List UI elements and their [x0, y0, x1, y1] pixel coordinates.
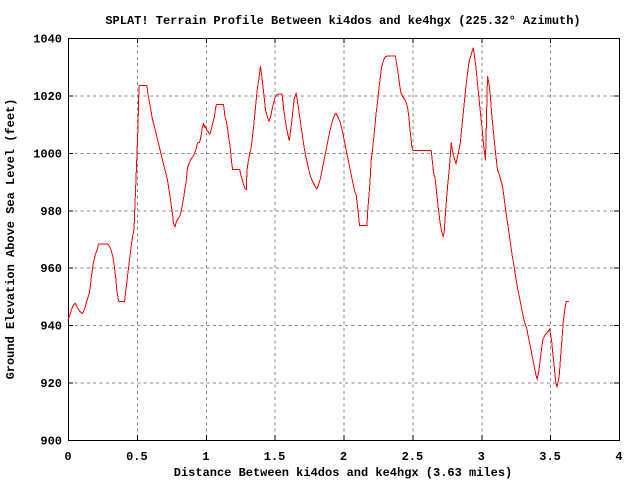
- svg-text:2.5: 2.5: [402, 450, 424, 464]
- svg-text:900: 900: [40, 435, 62, 449]
- svg-text:980: 980: [40, 205, 62, 219]
- svg-text:1000: 1000: [33, 147, 62, 161]
- svg-text:960: 960: [40, 262, 62, 276]
- svg-text:Ground Elevation Above Sea Lev: Ground Elevation Above Sea Level (feet): [4, 99, 18, 380]
- svg-text:1: 1: [202, 450, 209, 464]
- svg-text:940: 940: [40, 320, 62, 334]
- svg-text:1040: 1040: [33, 33, 62, 47]
- svg-text:0.5: 0.5: [126, 450, 148, 464]
- svg-text:1.5: 1.5: [264, 450, 286, 464]
- svg-text:SPLAT! Terrain Profile Between: SPLAT! Terrain Profile Between ki4dos an…: [105, 14, 580, 28]
- svg-text:1020: 1020: [33, 90, 62, 104]
- svg-text:0: 0: [64, 450, 71, 464]
- svg-text:3.5: 3.5: [539, 450, 561, 464]
- svg-text:2: 2: [340, 450, 347, 464]
- svg-text:920: 920: [40, 377, 62, 391]
- svg-text:3: 3: [478, 450, 485, 464]
- svg-text:4: 4: [615, 450, 622, 464]
- svg-text:Distance Between ki4dos and ke: Distance Between ki4dos and ke4hgx (3.63…: [174, 466, 512, 480]
